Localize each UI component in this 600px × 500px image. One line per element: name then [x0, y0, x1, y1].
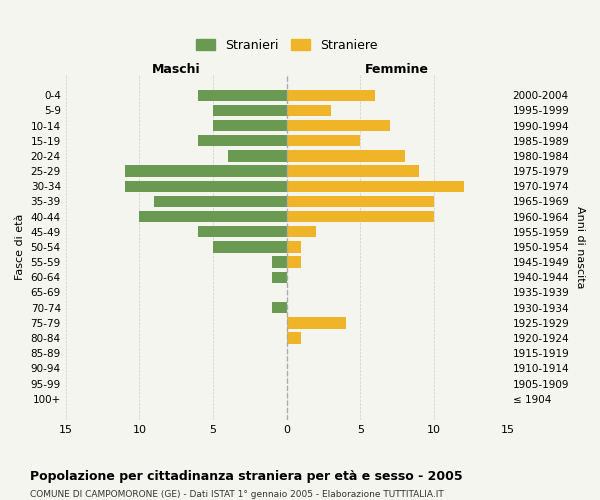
Bar	[213, 242, 287, 252]
Bar	[287, 211, 434, 222]
Bar	[199, 226, 287, 237]
Bar	[125, 180, 287, 192]
Bar	[287, 256, 301, 268]
Bar	[199, 135, 287, 146]
Bar	[228, 150, 287, 162]
Bar	[272, 272, 287, 283]
Text: Femmine: Femmine	[365, 62, 429, 76]
Bar	[287, 166, 419, 177]
Bar	[287, 317, 346, 328]
Bar	[287, 104, 331, 116]
Bar	[287, 90, 375, 101]
Bar	[213, 104, 287, 116]
Y-axis label: Anni di nascita: Anni di nascita	[575, 206, 585, 288]
Text: Popolazione per cittadinanza straniera per età e sesso - 2005: Popolazione per cittadinanza straniera p…	[30, 470, 463, 483]
Bar	[125, 166, 287, 177]
Bar	[287, 180, 464, 192]
Bar	[287, 332, 301, 344]
Bar	[287, 242, 301, 252]
Bar	[287, 196, 434, 207]
Bar	[199, 90, 287, 101]
Bar	[154, 196, 287, 207]
Text: COMUNE DI CAMPOMORONE (GE) - Dati ISTAT 1° gennaio 2005 - Elaborazione TUTTITALI: COMUNE DI CAMPOMORONE (GE) - Dati ISTAT …	[30, 490, 444, 499]
Bar	[139, 211, 287, 222]
Bar	[287, 226, 316, 237]
Bar	[213, 120, 287, 132]
Bar	[272, 302, 287, 314]
Bar	[272, 256, 287, 268]
Bar	[287, 135, 361, 146]
Y-axis label: Fasce di età: Fasce di età	[15, 214, 25, 280]
Legend: Stranieri, Straniere: Stranieri, Straniere	[193, 35, 381, 56]
Bar	[287, 150, 404, 162]
Text: Maschi: Maschi	[152, 62, 200, 76]
Bar	[287, 120, 390, 132]
